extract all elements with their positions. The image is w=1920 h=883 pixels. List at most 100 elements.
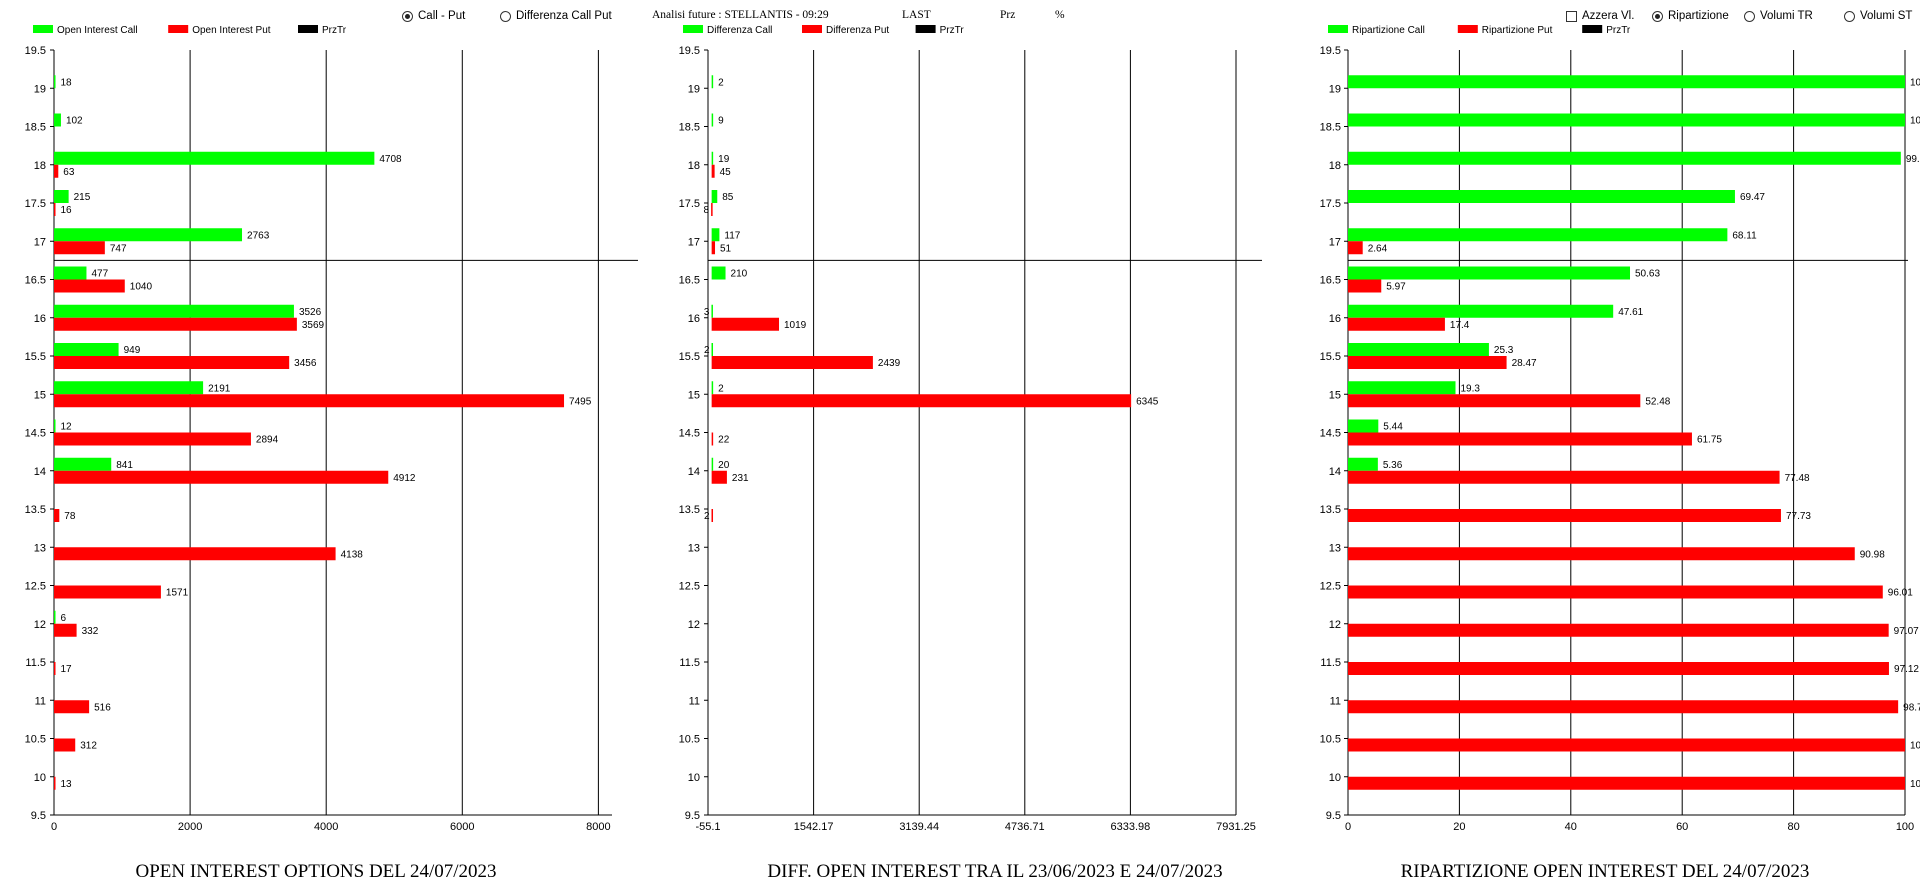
chart3-ytick-21: 19.5 <box>1320 45 1341 57</box>
radio-diff-call-put-dot[interactable] <box>500 10 511 22</box>
chart3-bar-label-put-17: 98.77 <box>1903 702 1920 713</box>
chart3-bar-put-7 <box>1348 317 1445 331</box>
radio-call-put-dot[interactable] <box>402 10 413 22</box>
chart1-ytick-9: 13.5 <box>25 504 46 516</box>
radio-ripartizione-dot[interactable] <box>1652 10 1663 22</box>
chart1-bar-label-put-10: 2894 <box>256 435 279 446</box>
chart1-bar-put-19 <box>54 776 56 790</box>
chart1-bar-label-put-5: 747 <box>110 243 127 254</box>
chart3-bar-put-19 <box>1348 776 1905 790</box>
chart1-bar-put-9 <box>54 394 565 408</box>
chart2-ytick-19: 18.5 <box>679 122 700 134</box>
chart3-bar-label-put-16: 97.12 <box>1894 664 1919 675</box>
azzera-checkbox-box[interactable] <box>1566 10 1577 22</box>
chart3-legend-label-2: Ripartizione Put <box>1482 25 1553 36</box>
chart1-bar-call-8 <box>54 343 119 356</box>
chart3-xtick-5: 80 <box>1787 821 1799 833</box>
chart2-ytick-7: 12.5 <box>679 581 700 593</box>
chart1-bar-label-call-5: 2763 <box>247 230 270 241</box>
chart1-bar-put-5 <box>54 241 105 255</box>
radio-ripartizione-label: Ripartizione <box>1668 10 1729 22</box>
chart2-bar-call-7 <box>711 304 713 318</box>
chart2-ytick-20: 19 <box>688 83 700 95</box>
chart3-xtick-3: 40 <box>1565 821 1577 833</box>
chart3-bar-label-put-15: 97.07 <box>1894 626 1919 637</box>
chart3-ytick-6: 12 <box>1329 619 1341 631</box>
chart1-ytick-1: 9.5 <box>31 810 46 822</box>
chart1-bar-label-put-11: 4912 <box>393 473 416 484</box>
chart1-bar-put-16 <box>54 662 56 675</box>
chart3-bar-label-call-9: 19.3 <box>1461 383 1481 394</box>
chart1-bar-label-put-15: 332 <box>82 626 99 637</box>
chart3-legend-swatch-1 <box>1328 25 1348 33</box>
chart3-bar-label-call-8: 25.3 <box>1494 345 1514 356</box>
chart3-ytick-11: 14.5 <box>1320 428 1341 440</box>
chart2-bar-label-put-8: 2439 <box>878 358 901 369</box>
chart2-bar-label-call-6: 210 <box>731 269 748 280</box>
chart3-bar-call-9 <box>1348 381 1456 395</box>
chart3-bar-label-call-4: 69.47 <box>1740 192 1765 203</box>
radio-diff-call-put[interactable]: Differenza Call Put <box>500 10 612 22</box>
chart1-ytick-8: 13 <box>34 542 46 554</box>
chart1-bar-label-call-3: 4708 <box>379 154 402 165</box>
chart1-bar-label-call-1: 18 <box>61 77 73 88</box>
chart2-bar-label-call-8: 2 <box>704 345 710 356</box>
radio-diff-call-put-label: Differenza Call Put <box>516 10 612 22</box>
chart1-ytick-5: 11.5 <box>25 657 46 669</box>
chart3-xtick-4: 60 <box>1676 821 1688 833</box>
chart3-bar-label-put-13: 90.98 <box>1860 549 1885 560</box>
chart3-bar-call-7 <box>1348 304 1614 318</box>
chart3-legend-swatch-3 <box>1582 25 1603 33</box>
azzera-checkbox[interactable]: Azzera Vl. <box>1566 10 1634 22</box>
radio-volumi-tr-label: Volumi TR <box>1760 10 1813 22</box>
chart1-ytick-13: 15.5 <box>25 351 46 363</box>
chart3-xtick-1: 0 <box>1345 821 1351 833</box>
chart1-title: OPEN INTEREST OPTIONS DEL 24/07/2023 <box>136 861 497 882</box>
chart2-xtick-1: -55.1 <box>695 821 720 833</box>
chart2-ytick-8: 13 <box>688 542 700 554</box>
chart2-legend-swatch-2 <box>802 25 822 33</box>
chart1-bar-label-call-2: 102 <box>66 116 83 127</box>
radio-volumi-tr-dot[interactable] <box>1744 10 1755 22</box>
radio-ripartizione[interactable]: Ripartizione <box>1652 10 1729 22</box>
chart2-bar-call-6 <box>711 266 726 280</box>
last-label: LAST <box>902 9 931 21</box>
chart1-bar-put-18 <box>54 738 76 752</box>
chart3-xtick-2: 20 <box>1453 821 1465 833</box>
chart2-ytick-6: 12 <box>688 619 700 631</box>
chart2-ytick-1: 9.5 <box>685 810 700 822</box>
chart1-ytick-17: 17.5 <box>25 198 46 210</box>
chart1-legend-swatch-1 <box>33 25 53 33</box>
chart3-ytick-12: 15 <box>1329 389 1341 401</box>
chart2-bar-call-9 <box>711 381 714 395</box>
chart3-bar-label-put-5: 2.64 <box>1368 243 1388 254</box>
chart1-xtick-1: 0 <box>51 821 57 833</box>
chart1-bar-call-9 <box>54 381 204 395</box>
chart3-title: RIPARTIZIONE OPEN INTEREST DEL 24/07/202… <box>1401 861 1810 882</box>
radio-volumi-st-dot[interactable] <box>1844 10 1855 22</box>
radio-call-put[interactable]: Call - Put <box>402 10 465 22</box>
chart1-ytick-20: 19 <box>34 83 46 95</box>
chart2-bar-label-call-3: 19 <box>718 154 730 165</box>
chart2-bar-label-call-5: 117 <box>724 230 740 241</box>
chart1-bar-put-10 <box>54 432 251 446</box>
chart2-ytick-17: 17.5 <box>679 198 700 210</box>
chart3-ytick-1: 9.5 <box>1326 810 1341 822</box>
chart1-bar-label-call-4: 215 <box>74 192 91 203</box>
chart2-bar-label-put-10: 22 <box>718 435 730 446</box>
chart1-legend-label-2: Open Interest Put <box>192 25 271 36</box>
azzera-checkbox-label: Azzera Vl. <box>1582 10 1635 22</box>
chart1-bar-label-put-12: 78 <box>64 511 76 522</box>
chart2-ytick-21: 19.5 <box>679 45 700 57</box>
chart1-xtick-2: 2000 <box>178 821 202 833</box>
radio-volumi-st[interactable]: Volumi ST <box>1844 10 1912 22</box>
chart3-bar-call-1 <box>1348 75 1905 89</box>
chart3-legend-label-3: PrzTr <box>1606 25 1631 36</box>
radio-volumi-tr[interactable]: Volumi TR <box>1744 10 1813 22</box>
chart1-bar-put-11 <box>54 470 389 484</box>
chart2-ytick-11: 14.5 <box>679 428 700 440</box>
chart3-bar-put-11 <box>1348 470 1780 484</box>
chart1-bar-label-call-6: 477 <box>91 269 108 280</box>
chart2-bar-label-call-11: 20 <box>718 460 730 471</box>
chart2-bar-put-5 <box>711 241 716 255</box>
